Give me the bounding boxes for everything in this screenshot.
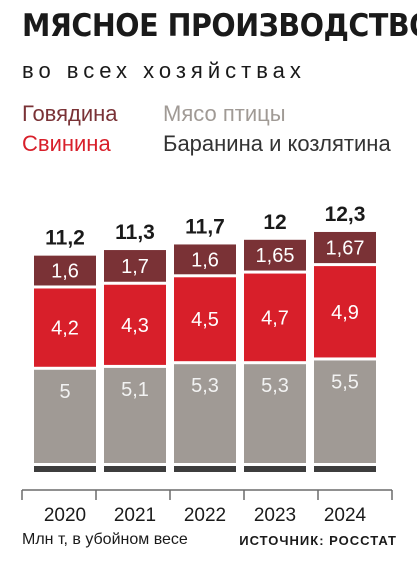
total-2022: 11,7 bbox=[185, 215, 225, 238]
bar-lamb-2024 bbox=[314, 466, 376, 472]
x-tick-2022: 2022 bbox=[184, 505, 226, 526]
label-poultry-2020: 5 bbox=[59, 381, 70, 403]
bar-lamb-2022 bbox=[174, 466, 236, 472]
bar-poultry-2020 bbox=[34, 369, 96, 463]
label-poultry-2023: 5,3 bbox=[261, 375, 289, 397]
total-2023: 12 bbox=[263, 211, 286, 234]
label-beef-2024: 1,67 bbox=[326, 238, 365, 260]
label-pork-2024: 4,9 bbox=[331, 302, 359, 324]
bar-poultry-2021 bbox=[104, 367, 166, 463]
bar-beef-2021 bbox=[104, 250, 166, 282]
legend-pork: Свинина bbox=[22, 131, 111, 156]
legend-poultry: Мясо птицы bbox=[163, 101, 286, 126]
label-beef-2023: 1,65 bbox=[256, 245, 295, 267]
x-tick-2021: 2021 bbox=[114, 505, 156, 526]
label-pork-2021: 4,3 bbox=[121, 315, 149, 337]
bar-pork-2021 bbox=[104, 284, 166, 365]
bar-pork-2020 bbox=[34, 288, 96, 367]
label-pork-2022: 4,5 bbox=[191, 309, 219, 331]
bar-poultry-2024 bbox=[314, 360, 376, 463]
total-2020: 11,2 bbox=[45, 227, 85, 250]
bar-lamb-2021 bbox=[104, 466, 166, 472]
bar-beef-2023 bbox=[244, 239, 306, 271]
chart-title: МЯСНОЕ ПРОИЗВОДСТВО bbox=[22, 8, 417, 44]
x-tick-2023: 2023 bbox=[254, 505, 296, 526]
label-pork-2023: 4,7 bbox=[261, 307, 289, 329]
bar-pork-2022 bbox=[174, 277, 236, 362]
x-tick-2020: 2020 bbox=[44, 505, 86, 526]
x-tick-2024: 2024 bbox=[324, 505, 367, 526]
label-poultry-2024: 5,5 bbox=[331, 371, 359, 393]
label-poultry-2021: 5,1 bbox=[121, 379, 149, 401]
total-2024: 12,3 bbox=[325, 203, 366, 226]
bar-beef-2024 bbox=[314, 231, 376, 264]
bar-pork-2024 bbox=[314, 266, 376, 358]
bar-lamb-2023 bbox=[244, 466, 306, 472]
units-note: Млн т, в убойном весе bbox=[22, 531, 188, 548]
bar-beef-2020 bbox=[34, 255, 96, 286]
chart-subtitle: во всех хозяйствах bbox=[22, 58, 306, 83]
bar-beef-2022 bbox=[174, 244, 236, 275]
legend-beef: Говядина bbox=[22, 101, 118, 126]
source-note: ИСТОЧНИК: РОССТАТ bbox=[239, 533, 397, 548]
total-2021: 11,3 bbox=[115, 221, 155, 244]
legend-lamb: Баранина и козлятина bbox=[163, 131, 391, 156]
bar-pork-2023 bbox=[244, 273, 306, 362]
bar-lamb-2020 bbox=[34, 466, 96, 472]
bar-poultry-2023 bbox=[244, 364, 306, 463]
label-beef-2021: 1,7 bbox=[121, 256, 149, 278]
label-beef-2020: 1,6 bbox=[51, 261, 79, 283]
label-beef-2022: 1,6 bbox=[191, 249, 219, 271]
bar-poultry-2022 bbox=[174, 364, 236, 463]
label-poultry-2022: 5,3 bbox=[191, 375, 219, 397]
label-pork-2020: 4,2 bbox=[51, 318, 79, 340]
